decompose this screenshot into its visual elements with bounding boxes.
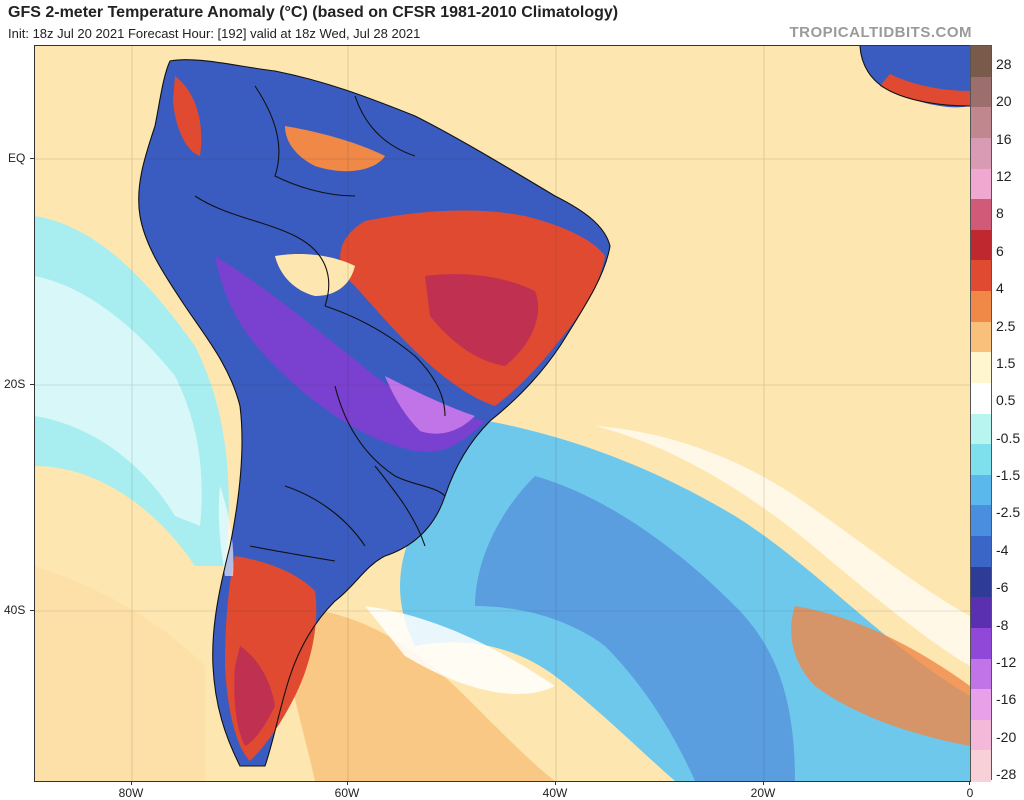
colorbar-segment bbox=[971, 413, 991, 445]
colorbar-segment bbox=[971, 137, 991, 169]
country-borders bbox=[138, 59, 611, 767]
colorbar-label: 4 bbox=[996, 280, 1004, 297]
patagonia-hot-core bbox=[234, 646, 275, 746]
colorbar-label: 12 bbox=[996, 168, 1012, 185]
colorbar-segment bbox=[971, 107, 991, 139]
amazon-neutral-patch bbox=[275, 254, 355, 296]
sw-pacific-warm bbox=[35, 566, 205, 781]
lon-label-20w: 20W bbox=[750, 786, 776, 800]
atlantic-colder-core bbox=[475, 476, 795, 781]
lon-label-0: 0 bbox=[966, 786, 974, 800]
andes-north-warm bbox=[173, 76, 202, 156]
colorbar-label: 16 bbox=[996, 130, 1012, 147]
colorbar-label: -28 bbox=[996, 766, 1017, 782]
brazil-hot-core bbox=[425, 274, 539, 366]
colorbar-label: 0.5 bbox=[996, 392, 1016, 409]
colorbar-label: -2.5 bbox=[996, 504, 1021, 521]
lon-tick-20w bbox=[763, 781, 764, 785]
argentine-sea-neutral bbox=[365, 606, 555, 695]
colorbar-segment bbox=[971, 536, 991, 568]
temperature-anomaly-map bbox=[34, 45, 971, 782]
graticule bbox=[35, 46, 970, 781]
pacific-neutral-patch bbox=[35, 276, 202, 526]
colorbar-segment bbox=[971, 199, 991, 231]
colorbar-label: -20 bbox=[996, 728, 1017, 745]
colorbar-segment bbox=[971, 260, 991, 292]
extreme-cold-core bbox=[385, 376, 475, 434]
colorbar-label: -0.5 bbox=[996, 429, 1021, 446]
colorbar-label: 1.5 bbox=[996, 354, 1016, 371]
colorbar-segment bbox=[971, 352, 991, 384]
lat-label-40s: 40S bbox=[4, 603, 26, 617]
lon-tick-0 bbox=[969, 781, 970, 785]
colorbar-label: 20 bbox=[996, 93, 1012, 110]
africa-warm-strip bbox=[880, 74, 970, 106]
map-title: GFS 2-meter Temperature Anomaly (°C) (ba… bbox=[8, 4, 619, 21]
lon-tick-40w bbox=[555, 781, 556, 785]
patagonia-offshore-warm bbox=[275, 606, 555, 781]
colorbar-segment bbox=[971, 46, 991, 78]
southern-warm-anomaly bbox=[791, 606, 970, 746]
colorbar-label: 6 bbox=[996, 242, 1004, 259]
colorbar-label: -4 bbox=[996, 541, 1009, 558]
colorbar-segment bbox=[971, 291, 991, 323]
colorbar-label: -1.5 bbox=[996, 467, 1021, 484]
northern-warm-patch bbox=[285, 126, 385, 172]
colorbar-label: -16 bbox=[996, 691, 1017, 708]
colorbar-segment bbox=[971, 474, 991, 506]
brand-watermark: TROPICALTIDBITS.COM bbox=[789, 24, 972, 41]
colorbar-segment bbox=[971, 382, 991, 414]
colorbar-label: 28 bbox=[996, 56, 1012, 72]
colorbar-label: -8 bbox=[996, 616, 1009, 633]
colorbar-segment bbox=[971, 627, 991, 659]
map-canvas bbox=[35, 46, 970, 781]
lat-label-eq: EQ bbox=[8, 151, 26, 165]
colorbar-segment bbox=[971, 444, 991, 476]
colorbar-label: 2.5 bbox=[996, 317, 1016, 334]
colorbar-segment bbox=[971, 321, 991, 353]
colorbar-label: -6 bbox=[996, 579, 1009, 596]
andes-strip bbox=[218, 486, 234, 576]
colorbar-segment bbox=[971, 168, 991, 200]
colorbar-segment bbox=[971, 658, 991, 690]
colorbar-segment bbox=[971, 229, 991, 261]
colorbar-segment bbox=[971, 566, 991, 598]
map-subtitle: Init: 18z Jul 20 2021 Forecast Hour: [19… bbox=[8, 26, 421, 41]
colorbar bbox=[970, 45, 992, 782]
lon-tick-80w bbox=[131, 781, 132, 785]
lat-tick-eq bbox=[30, 158, 34, 159]
colorbar-segment bbox=[971, 505, 991, 537]
colorbar-label: -12 bbox=[996, 653, 1017, 670]
colorbar-segment bbox=[971, 597, 991, 629]
lat-label-20s: 20S bbox=[4, 377, 26, 391]
colorbar-segment bbox=[971, 76, 991, 108]
lon-label-80w: 80W bbox=[118, 786, 144, 800]
lon-tick-60w bbox=[347, 781, 348, 785]
lon-label-60w: 60W bbox=[334, 786, 360, 800]
lon-label-40w: 40W bbox=[542, 786, 568, 800]
colorbar-label: 8 bbox=[996, 205, 1004, 222]
colorbar-segment bbox=[971, 750, 991, 782]
africa-coastline bbox=[859, 46, 970, 107]
colorbar-segment bbox=[971, 719, 991, 751]
colorbar-segment bbox=[971, 689, 991, 721]
lat-tick-20s bbox=[30, 384, 34, 385]
lat-tick-40s bbox=[30, 610, 34, 611]
